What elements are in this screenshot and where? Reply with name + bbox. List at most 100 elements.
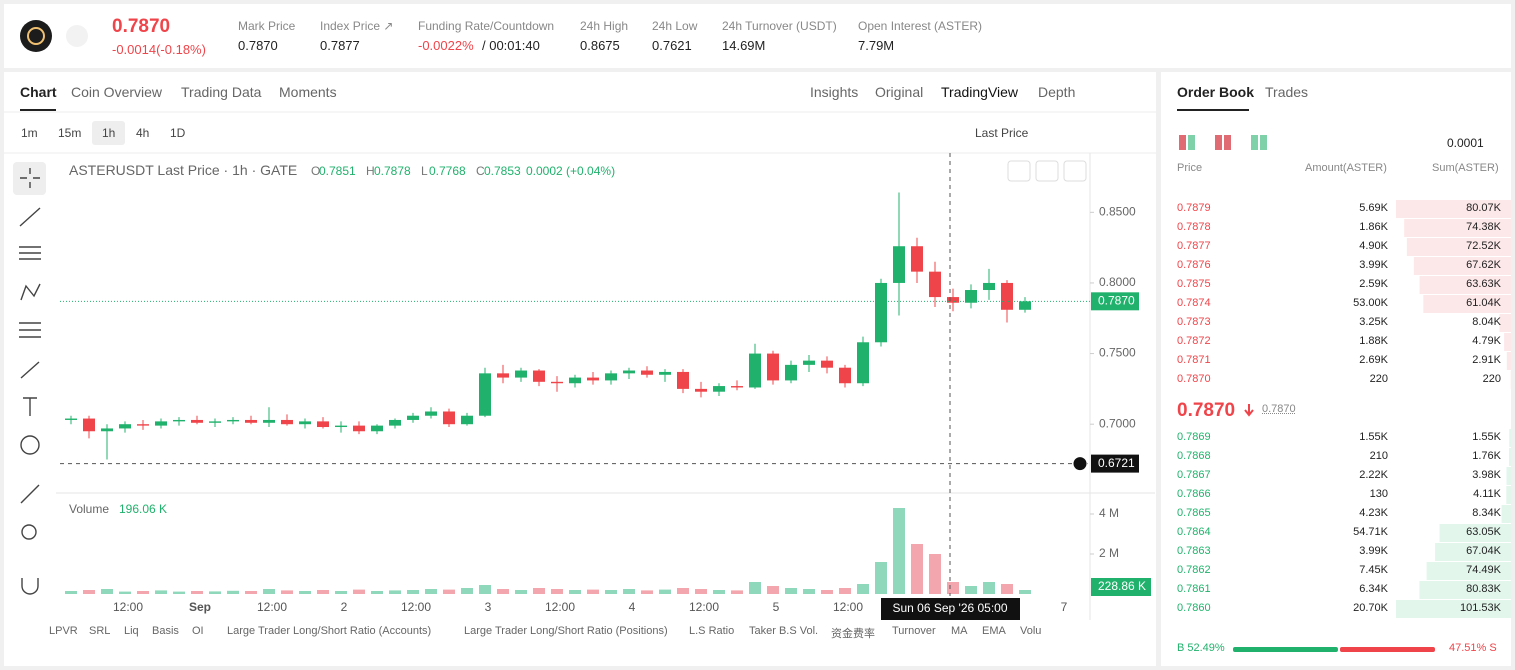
chart-tab[interactable]: Trading Data <box>181 84 262 100</box>
indicator[interactable]: 资金费率 <box>831 628 875 640</box>
candle-body <box>1019 301 1031 310</box>
price-type[interactable]: Last Price <box>975 126 1029 140</box>
ob-amount: 2.69K <box>1359 354 1388 366</box>
ob-mode[interactable] <box>1179 135 1186 150</box>
stat-label: Index Price ↗ <box>320 19 394 33</box>
scale-button[interactable] <box>1035 160 1059 182</box>
indicator[interactable]: Basis <box>152 625 179 637</box>
ob-mode[interactable] <box>1215 135 1222 150</box>
reset-button[interactable] <box>1063 160 1087 182</box>
interval[interactable]: 1D <box>170 126 186 140</box>
volume-bar <box>1001 584 1013 594</box>
ob-mode[interactable] <box>1188 135 1195 150</box>
stat-value: 14.69M <box>722 38 766 53</box>
tool-crosshair[interactable] <box>13 162 46 195</box>
indicator[interactable]: Liq <box>124 625 139 637</box>
indicator[interactable]: Volu <box>1020 625 1042 637</box>
legend-symbol: ASTERUSDT Last Price · 1h · GATE <box>69 162 298 178</box>
interval[interactable]: 4h <box>136 126 150 140</box>
ob-price: 0.7876 <box>1177 259 1211 271</box>
ob-sum: 4.79K <box>1472 335 1501 347</box>
indicator[interactable]: Turnover <box>892 625 936 637</box>
volume-bar <box>299 591 311 594</box>
volume-bar <box>911 544 923 594</box>
scroll-button[interactable] <box>1007 160 1031 182</box>
volume-bar <box>659 589 671 594</box>
indicator[interactable]: Taker B.S Vol. <box>749 625 819 637</box>
stat-value: -0.0022% <box>418 38 474 53</box>
volume-bar <box>515 590 527 594</box>
depth-bar <box>1499 314 1511 332</box>
chart-panel <box>4 72 1156 666</box>
favorite-star[interactable] <box>66 25 88 47</box>
candle-body <box>173 419 185 422</box>
depth-bar <box>1406 238 1511 256</box>
ob-amount: 3.99K <box>1359 259 1388 271</box>
chart-tab[interactable]: Chart <box>20 84 57 100</box>
indicator[interactable]: OI <box>192 625 204 637</box>
interval[interactable]: 1h <box>102 126 116 140</box>
ob-tab[interactable]: Trades <box>1265 84 1309 100</box>
depth-bar <box>1506 486 1511 504</box>
candle-body <box>1001 282 1013 310</box>
x-tick-label: 4 <box>629 600 636 614</box>
depth-bar <box>1419 276 1511 294</box>
legend-key: C <box>476 164 485 178</box>
ob-sum: 4.11K <box>1473 488 1501 500</box>
ob-mode[interactable] <box>1251 135 1258 150</box>
volume-bar <box>605 590 617 594</box>
indicator[interactable]: L.S Ratio <box>689 625 735 637</box>
candle-body <box>857 342 869 384</box>
indicator[interactable]: Large Trader Long/Short Ratio (Positions… <box>464 625 668 637</box>
indicator[interactable]: MA <box>951 625 968 637</box>
ob-mode[interactable] <box>1224 135 1231 150</box>
candle-body <box>587 377 599 381</box>
crosshair-time-tag <box>881 598 1020 620</box>
x-tick-label: 12:00 <box>545 600 575 614</box>
ob-amount: 3.99K <box>1359 545 1388 557</box>
volume-bar <box>353 589 365 594</box>
indicator[interactable]: Large Trader Long/Short Ratio (Accounts) <box>227 625 432 637</box>
last-price-label: 0.7870 <box>1098 293 1135 307</box>
indicator[interactable]: EMA <box>982 625 1006 637</box>
ob-mid: 0.7870 <box>1177 400 1236 421</box>
crosshair-time: Sun 06 Sep '26 05:00 <box>892 601 1007 615</box>
sell-ratio-bar <box>1339 647 1435 652</box>
add-alert[interactable] <box>1072 456 1088 472</box>
volume-bar <box>839 588 851 594</box>
chart-tab[interactable]: Coin Overview <box>71 84 163 100</box>
view-tab[interactable]: Original <box>875 84 924 100</box>
ob-price: 0.7874 <box>1177 297 1211 309</box>
interval[interactable]: 15m <box>58 126 82 140</box>
ob-tick[interactable]: 0.0001 <box>1447 136 1484 150</box>
stat-label: 24h High <box>580 19 629 33</box>
candle-body <box>353 425 365 432</box>
ob-amount: 4.90K <box>1359 240 1388 252</box>
candle-body <box>839 367 851 384</box>
ob-price: 0.7866 <box>1177 488 1211 500</box>
ob-tab[interactable]: Order Book <box>1177 84 1255 100</box>
volume-bar <box>245 591 257 594</box>
candle-body <box>983 282 995 291</box>
chart-tab[interactable]: Moments <box>279 84 337 100</box>
volume-bar <box>677 588 689 594</box>
legend-key: O <box>311 164 321 178</box>
indicator[interactable]: LPVR <box>49 625 78 637</box>
view-tab[interactable]: TradingView <box>941 84 1019 100</box>
ob-mode[interactable] <box>1260 135 1267 150</box>
view-tab[interactable]: Depth <box>1038 84 1076 100</box>
volume-bar <box>407 590 419 594</box>
ob-sum: 63.05K <box>1466 526 1501 538</box>
ob-price: 0.7861 <box>1177 583 1211 595</box>
depth-bar <box>1413 257 1511 275</box>
view-tab[interactable]: Insights <box>810 84 859 100</box>
volume-bar <box>443 589 455 594</box>
volume-bar <box>1019 590 1031 594</box>
interval[interactable]: 1m <box>21 126 38 140</box>
ob-sum: 1.55K <box>1472 431 1501 443</box>
indicator[interactable]: SRL <box>89 625 111 637</box>
volume-bar <box>461 588 473 594</box>
ob-underline <box>1177 109 1249 111</box>
ob-price: 0.7860 <box>1177 602 1211 614</box>
depth-bar <box>1396 600 1511 618</box>
